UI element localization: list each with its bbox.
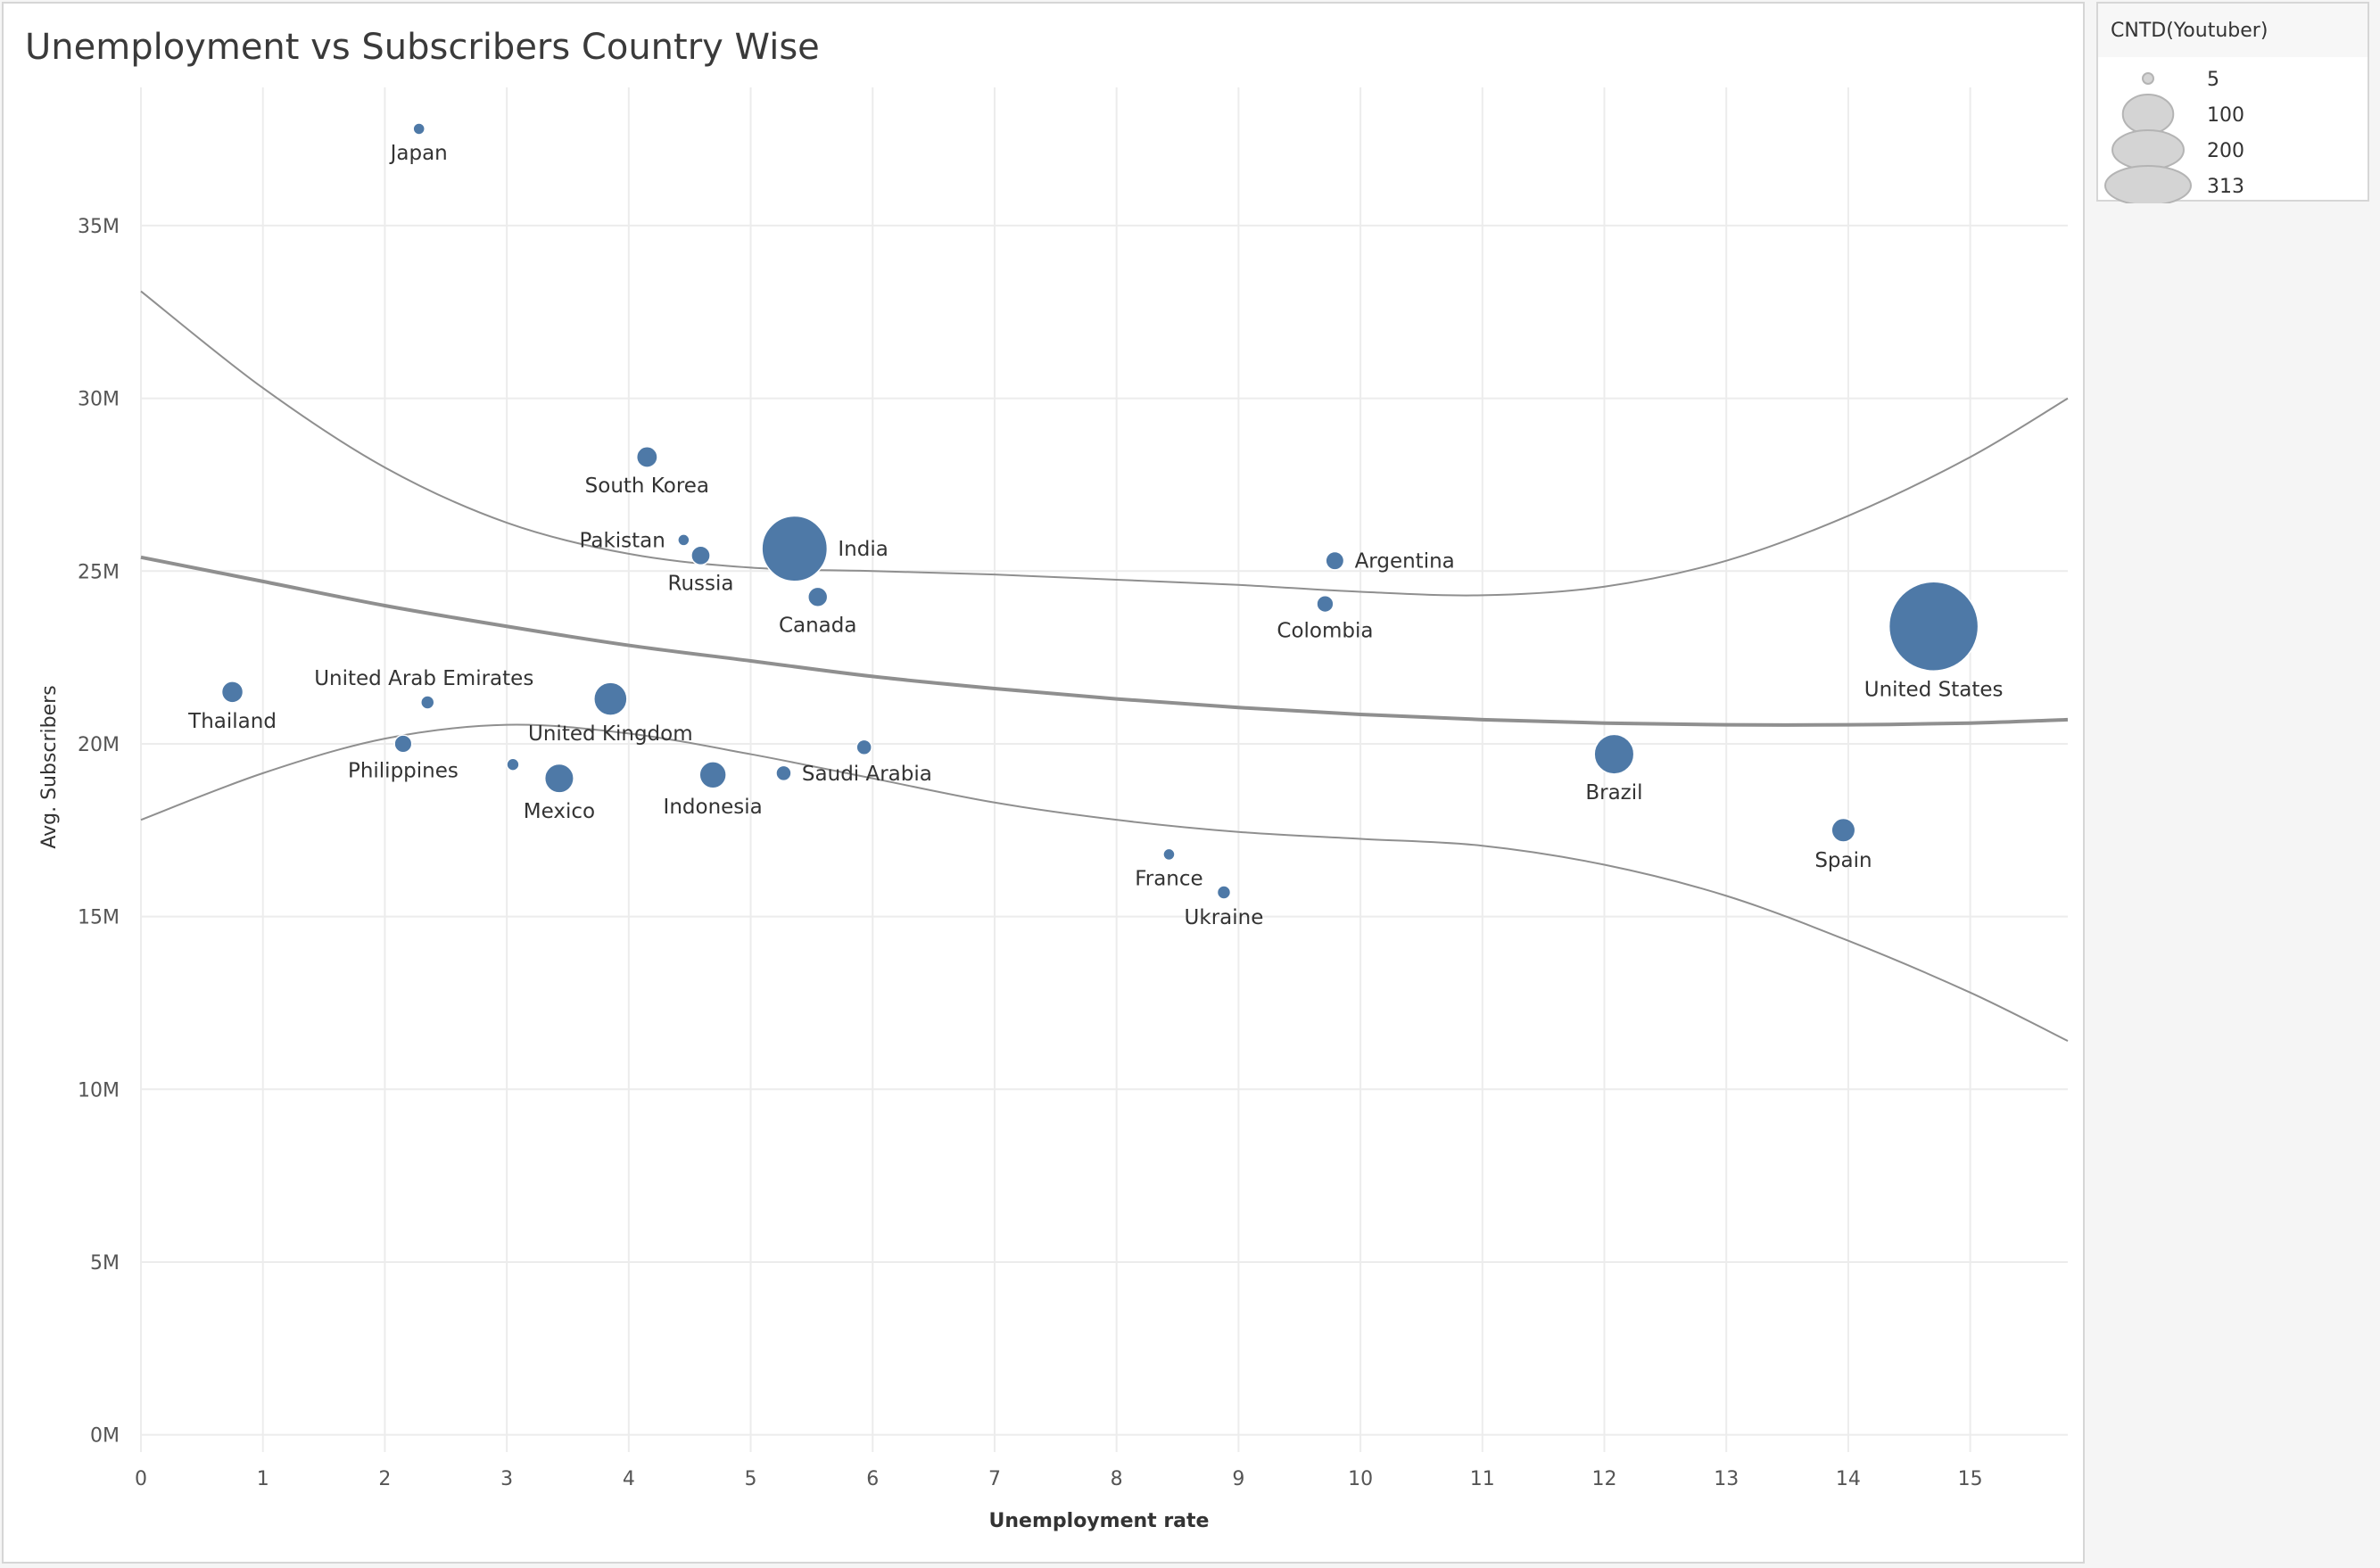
x-tick-label: 14 — [1836, 1468, 1861, 1490]
point-label: United Arab Emirates — [314, 667, 533, 690]
data-point[interactable] — [1830, 817, 1856, 843]
data-point[interactable] — [593, 681, 628, 716]
point-label: Pakistan — [580, 529, 665, 552]
point-label: Thailand — [187, 710, 277, 733]
point-label: Mexico — [524, 800, 595, 823]
data-point[interactable] — [1593, 733, 1635, 775]
point-label: Philippines — [348, 760, 459, 783]
data-point[interactable] — [220, 681, 244, 704]
y-tick-label: 5M — [90, 1252, 120, 1275]
upper-confidence-band — [140, 290, 2069, 597]
x-tick-label: 13 — [1714, 1468, 1739, 1490]
data-point[interactable] — [807, 586, 829, 608]
data-point[interactable] — [761, 515, 829, 582]
point-label: United Kingdom — [528, 722, 693, 746]
size-legend[interactable]: CNTD(Youtuber) 5 100 200 313 — [2096, 2, 2369, 203]
data-point[interactable] — [1888, 581, 1979, 673]
data-point[interactable] — [506, 757, 520, 772]
data-point[interactable] — [412, 122, 426, 136]
data-point[interactable] — [393, 734, 413, 754]
point-label: Spain — [1814, 849, 1872, 872]
point-label: Argentina — [1355, 550, 1455, 574]
data-point[interactable] — [690, 545, 711, 566]
point-label: Russia — [668, 572, 734, 595]
x-tick-label: 5 — [745, 1468, 757, 1490]
y-tick-label: 20M — [78, 734, 120, 756]
x-tick-label: 1 — [257, 1468, 269, 1490]
confidence-bands — [140, 290, 2069, 1042]
x-tick-label: 8 — [1111, 1468, 1123, 1490]
point-label: France — [1135, 867, 1202, 890]
data-point[interactable] — [635, 446, 658, 468]
trend-line — [140, 555, 2069, 727]
legend-header — [2098, 4, 2368, 57]
x-tick-label: 15 — [1958, 1468, 1983, 1490]
y-axis-label: Avg. Subscribers — [38, 685, 61, 848]
point-label: Ukraine — [1185, 906, 1264, 929]
lower-confidence-band — [140, 723, 2069, 1042]
legend-item-label: 100 — [2207, 104, 2244, 127]
x-tick-label: 2 — [378, 1468, 391, 1490]
x-tick-label: 6 — [866, 1468, 879, 1490]
y-tick-label: 35M — [78, 216, 120, 238]
y-tick-label: 15M — [78, 907, 120, 929]
x-tick-label: 12 — [1592, 1468, 1617, 1490]
legend-item-label: 5 — [2207, 69, 2219, 91]
y-axis-ticks: 0M 5M 10M 15M 20M 25M 30M 35M — [78, 216, 120, 1448]
legend-marker — [2111, 129, 2185, 170]
data-point[interactable] — [1325, 550, 1345, 571]
y-tick-label: 10M — [78, 1079, 120, 1102]
data-point[interactable] — [1216, 885, 1232, 900]
x-tick-label: 3 — [500, 1468, 513, 1490]
data-point[interactable] — [677, 533, 690, 547]
legend-marker — [2121, 94, 2175, 135]
legend-marker — [2104, 165, 2192, 203]
legend-item-label: 313 — [2207, 176, 2244, 198]
legend-items: 5 100 200 313 — [2104, 69, 2244, 203]
y-tick-label: 0M — [90, 1425, 120, 1448]
data-point[interactable] — [1316, 594, 1335, 614]
data-point[interactable] — [1162, 847, 1176, 862]
data-point[interactable] — [698, 761, 727, 789]
point-label: Colombia — [1277, 619, 1373, 642]
chart-frame: Unemployment vs Subscribers Country Wise — [2, 2, 2085, 1564]
point-label: Canada — [779, 614, 857, 637]
point-label: Brazil — [1585, 781, 1642, 805]
x-tick-label: 9 — [1232, 1468, 1244, 1490]
x-tick-label: 11 — [1470, 1468, 1495, 1490]
data-point[interactable] — [543, 763, 574, 794]
legend-title: CNTD(Youtuber) — [2111, 20, 2268, 42]
y-tick-label: 30M — [78, 389, 120, 411]
x-axis-label: Unemployment rate — [989, 1510, 1210, 1532]
data-point[interactable] — [420, 695, 435, 710]
legend-item-label: 200 — [2207, 140, 2244, 162]
legend-marker — [2142, 72, 2154, 85]
point-label: Japan — [389, 142, 448, 165]
trend-line-path — [140, 555, 2069, 727]
chart-title: Unemployment vs Subscribers Country Wise — [25, 27, 820, 68]
x-tick-label: 0 — [135, 1468, 147, 1490]
x-axis-ticks: 0 1 2 3 4 5 6 7 8 9 10 11 12 13 14 15 — [135, 1468, 1983, 1490]
point-label: Saudi Arabia — [802, 763, 932, 786]
data-point[interactable] — [855, 739, 872, 756]
point-label: United States — [1864, 678, 2004, 701]
grid-lines — [140, 87, 2068, 1452]
right-panel — [2087, 0, 2380, 1568]
point-label: India — [838, 538, 888, 561]
point-label: South Korea — [585, 475, 709, 498]
data-points — [220, 122, 1979, 900]
point-label: Indonesia — [664, 796, 763, 819]
x-tick-label: 7 — [988, 1468, 1001, 1490]
y-tick-label: 25M — [78, 561, 120, 583]
data-point[interactable] — [775, 764, 792, 782]
x-tick-label: 10 — [1348, 1468, 1373, 1490]
x-tick-label: 4 — [623, 1468, 635, 1490]
